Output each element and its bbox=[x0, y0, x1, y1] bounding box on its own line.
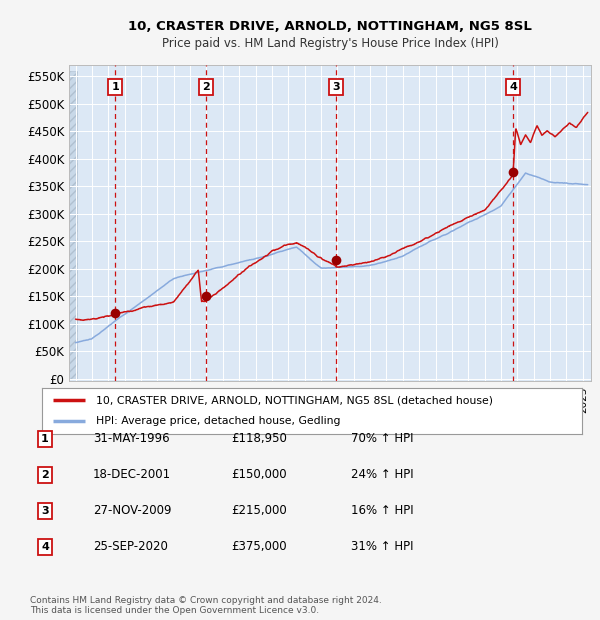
Text: HPI: Average price, detached house, Gedling: HPI: Average price, detached house, Gedl… bbox=[96, 417, 341, 427]
Text: 24% ↑ HPI: 24% ↑ HPI bbox=[351, 469, 413, 481]
Text: 3: 3 bbox=[41, 506, 49, 516]
Text: £150,000: £150,000 bbox=[231, 469, 287, 481]
Text: £375,000: £375,000 bbox=[231, 541, 287, 553]
Text: £215,000: £215,000 bbox=[231, 505, 287, 517]
Text: 2: 2 bbox=[202, 82, 209, 92]
Text: 31% ↑ HPI: 31% ↑ HPI bbox=[351, 541, 413, 553]
Text: 2: 2 bbox=[41, 470, 49, 480]
Text: 25-SEP-2020: 25-SEP-2020 bbox=[93, 541, 168, 553]
Text: 70% ↑ HPI: 70% ↑ HPI bbox=[351, 433, 413, 445]
Text: 10, CRASTER DRIVE, ARNOLD, NOTTINGHAM, NG5 8SL (detached house): 10, CRASTER DRIVE, ARNOLD, NOTTINGHAM, N… bbox=[96, 395, 493, 405]
Text: 1: 1 bbox=[111, 82, 119, 92]
Text: £118,950: £118,950 bbox=[231, 433, 287, 445]
Text: 27-NOV-2009: 27-NOV-2009 bbox=[93, 505, 172, 517]
Text: 18-DEC-2001: 18-DEC-2001 bbox=[93, 469, 171, 481]
Text: Price paid vs. HM Land Registry's House Price Index (HPI): Price paid vs. HM Land Registry's House … bbox=[161, 37, 499, 50]
Text: 3: 3 bbox=[332, 82, 340, 92]
Text: 4: 4 bbox=[41, 542, 49, 552]
Text: Contains HM Land Registry data © Crown copyright and database right 2024.
This d: Contains HM Land Registry data © Crown c… bbox=[30, 596, 382, 615]
Text: 10, CRASTER DRIVE, ARNOLD, NOTTINGHAM, NG5 8SL: 10, CRASTER DRIVE, ARNOLD, NOTTINGHAM, N… bbox=[128, 20, 532, 32]
Text: 1: 1 bbox=[41, 434, 49, 444]
Text: 31-MAY-1996: 31-MAY-1996 bbox=[93, 433, 170, 445]
Text: 4: 4 bbox=[509, 82, 517, 92]
Text: 16% ↑ HPI: 16% ↑ HPI bbox=[351, 505, 413, 517]
